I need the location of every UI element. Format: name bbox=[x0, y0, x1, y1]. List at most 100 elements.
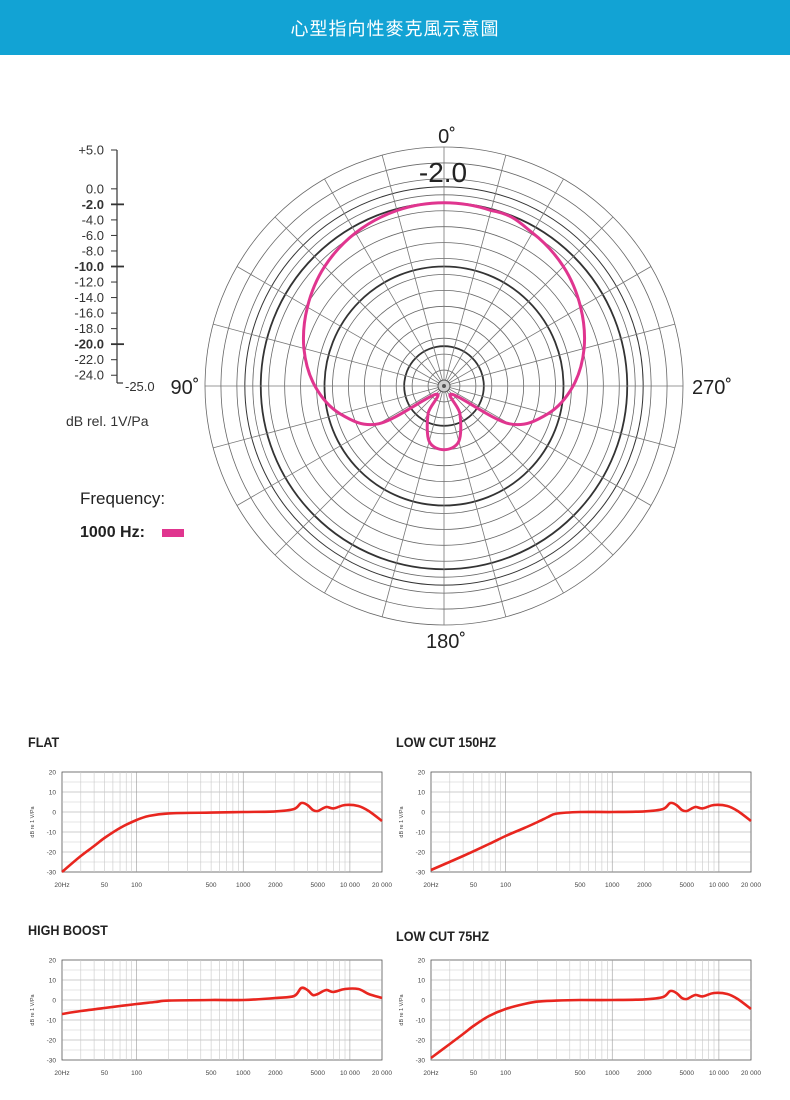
polar-spoke bbox=[443, 385, 614, 556]
polar-spoke bbox=[443, 385, 652, 506]
x-tick-label: 5000 bbox=[680, 882, 695, 889]
polar-spoke bbox=[324, 178, 445, 387]
polar-spoke bbox=[443, 385, 507, 617]
scale-tick-label: -20.0 bbox=[74, 337, 104, 352]
frequency-response-curve bbox=[61, 801, 383, 873]
x-tick-label: 50 bbox=[470, 1070, 478, 1077]
polar-spoke bbox=[381, 155, 445, 387]
x-tick-label: 2000 bbox=[268, 1070, 283, 1077]
page-header: 心型指向性麥克風示意圖 bbox=[0, 0, 790, 55]
y-axis-label: dB re 1 V/Pa bbox=[399, 805, 405, 837]
y-tick-label: 0 bbox=[421, 810, 425, 817]
y-tick-label: -20 bbox=[416, 850, 426, 857]
polar-spoke bbox=[274, 216, 445, 387]
x-tick-label: 50 bbox=[101, 1070, 109, 1077]
y-tick-label: 0 bbox=[421, 998, 425, 1005]
legend-swatch bbox=[162, 529, 184, 537]
y-tick-label: -30 bbox=[416, 1058, 426, 1065]
y-tick-label: -30 bbox=[416, 870, 426, 877]
x-tick-label: 1000 bbox=[605, 1070, 620, 1077]
polar-spoke bbox=[443, 266, 652, 387]
x-tick-label: 20Hz bbox=[54, 1070, 69, 1077]
scale-tick-label: +5.0 bbox=[78, 143, 104, 158]
x-tick-label: 20Hz bbox=[423, 882, 438, 889]
x-tick-label: 100 bbox=[500, 882, 511, 889]
y-tick-label: 0 bbox=[52, 998, 56, 1005]
scale-tick-label: -12.0 bbox=[74, 275, 104, 290]
y-tick-label: -10 bbox=[416, 830, 426, 837]
x-tick-label: 50 bbox=[470, 882, 478, 889]
y-axis-label: dB re 1 V/Pa bbox=[30, 993, 36, 1025]
y-tick-label: -20 bbox=[47, 850, 57, 857]
x-tick-label: 500 bbox=[575, 882, 586, 889]
y-tick-label: -10 bbox=[47, 1018, 57, 1025]
y-tick-label: 10 bbox=[418, 790, 426, 797]
page-title: 心型指向性麥克風示意圖 bbox=[290, 18, 500, 40]
angle-label-right: 270˚ bbox=[692, 377, 732, 399]
angle-label-bottom: 180˚ bbox=[426, 631, 466, 653]
polar-spoke bbox=[443, 155, 507, 387]
y-tick-label: -20 bbox=[416, 1038, 426, 1045]
x-tick-label: 10 000 bbox=[340, 1070, 360, 1077]
angle-label-left: 90˚ bbox=[171, 377, 200, 399]
center-value-label: -2.0 bbox=[419, 157, 467, 188]
x-tick-label: 10 000 bbox=[340, 882, 360, 889]
polar-spoke bbox=[324, 385, 445, 594]
scale-tick-label: -4.0 bbox=[82, 212, 104, 227]
x-tick-label: 2000 bbox=[268, 882, 283, 889]
scale-tick-label: -16.0 bbox=[74, 306, 104, 321]
x-tick-label: 500 bbox=[206, 1070, 217, 1077]
polar-spoke bbox=[236, 385, 445, 506]
scale-tick-label: -8.0 bbox=[82, 243, 104, 258]
y-tick-label: -10 bbox=[47, 830, 57, 837]
polar-spoke bbox=[236, 266, 445, 387]
scale-tick-label: -24.0 bbox=[74, 368, 104, 383]
x-tick-label: 20Hz bbox=[423, 1070, 438, 1077]
x-tick-label: 500 bbox=[575, 1070, 586, 1077]
legend-label: 1000 Hz: bbox=[80, 524, 145, 541]
frequency-response-curve bbox=[61, 986, 383, 1016]
x-tick-label: 2000 bbox=[637, 882, 652, 889]
y-tick-label: 10 bbox=[49, 790, 57, 797]
y-tick-label: 20 bbox=[49, 958, 57, 965]
polar-center-dot bbox=[442, 384, 446, 388]
fr-title-low-cut-75hz: LOW CUT 75HZ bbox=[396, 928, 490, 944]
y-tick-label: 10 bbox=[49, 978, 57, 985]
scale-tick-label: -18.0 bbox=[74, 321, 104, 336]
x-tick-label: 5000 bbox=[311, 882, 326, 889]
polar-spoke bbox=[274, 385, 445, 556]
x-tick-label: 5000 bbox=[680, 1070, 695, 1077]
scale-tick-label: -14.0 bbox=[74, 290, 104, 305]
polar-spoke bbox=[213, 385, 445, 449]
db-scale: +5.00.0-2.0-4.0-6.0-8.0-10.0-12.0-14.0-1… bbox=[74, 143, 154, 395]
polar-spoke bbox=[443, 216, 614, 387]
y-tick-label: -10 bbox=[416, 1018, 426, 1025]
y-tick-label: -30 bbox=[47, 870, 57, 877]
x-tick-label: 2000 bbox=[637, 1070, 652, 1077]
frequency-response-curve bbox=[430, 989, 752, 1060]
x-tick-label: 500 bbox=[206, 882, 217, 889]
legend-title: Frequency: bbox=[80, 489, 165, 508]
x-tick-label: 1000 bbox=[236, 882, 251, 889]
polar-spoke bbox=[443, 385, 564, 594]
y-tick-label: 0 bbox=[52, 810, 56, 817]
x-tick-label: 20 000 bbox=[741, 882, 761, 889]
x-tick-label: 20 000 bbox=[372, 1070, 392, 1077]
y-tick-label: 20 bbox=[418, 770, 426, 777]
fr-title-flat: FLAT bbox=[28, 734, 60, 750]
scale-tick-label: 0.0 bbox=[86, 181, 104, 196]
x-tick-label: 1000 bbox=[236, 1070, 251, 1077]
polar-spoke bbox=[443, 385, 675, 449]
polar-pattern-chart: +5.00.0-2.0-4.0-6.0-8.0-10.0-12.0-14.0-1… bbox=[66, 126, 732, 653]
x-tick-label: 5000 bbox=[311, 1070, 326, 1077]
x-tick-label: 100 bbox=[131, 1070, 142, 1077]
scale-tick-label: -25.0 bbox=[125, 379, 155, 394]
db-unit-label: dB rel. 1V/Pa bbox=[66, 413, 149, 429]
x-tick-label: 1000 bbox=[605, 882, 620, 889]
y-axis-label: dB re 1 V/Pa bbox=[399, 993, 405, 1025]
polar-grid bbox=[204, 146, 684, 626]
x-tick-label: 20 000 bbox=[372, 882, 392, 889]
